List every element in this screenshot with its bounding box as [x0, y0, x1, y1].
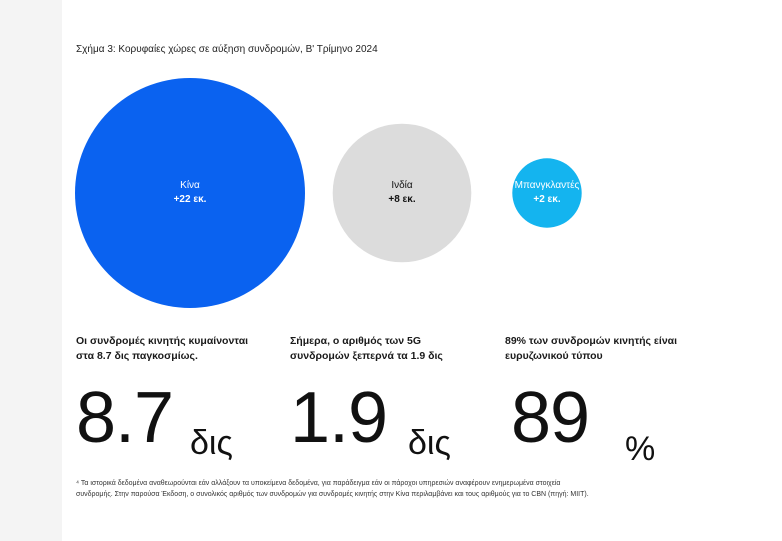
- bubble-2: [512, 158, 582, 228]
- footnote: ⁴ Τα ιστορικά δεδομένα αναθεωρούνται εάν…: [76, 480, 589, 498]
- bubble-value-2: +2 εκ.: [533, 194, 561, 205]
- bubble-label-0: Κίνα +22 εκ.: [174, 179, 207, 207]
- bubble-country-2: Μπανγκλαντές: [514, 180, 580, 191]
- stat-5g-value: 1.9: [290, 378, 388, 458]
- bubble-label-2: Μπανγκλαντές +2 εκ.: [515, 179, 580, 207]
- stat-5g-desc: Σήμερα, ο αριθμός των 5G συνδρομών ξεπερ…: [290, 335, 443, 362]
- stat-broadband: 89% των συνδρομών κινητής είναι ευρυζωνι…: [505, 334, 695, 466]
- bubble-1: [332, 123, 472, 263]
- stat-5g: Σήμερα, ο αριθμός των 5G συνδρομών ξεπερ…: [290, 334, 480, 460]
- stat-subscriptions-desc: Οι συνδρομές κινητής κυμαίνονται στα 8.7…: [76, 335, 249, 362]
- stat-subscriptions: Οι συνδρομές κινητής κυμαίνονται στα 8.7…: [76, 334, 266, 460]
- bubble-country-0: Κίνα: [180, 180, 200, 191]
- bubble-value-0: +22 εκ.: [173, 194, 207, 205]
- stat-subscriptions-value: 8.7: [76, 378, 174, 458]
- bubble-label-1: Ινδία +8 εκ.: [388, 179, 415, 207]
- bubble-country-1: Ινδία: [391, 180, 413, 191]
- stat-subscriptions-unit: δις: [190, 424, 233, 462]
- stat-broadband-desc: 89% των συνδρομών κινητής είναι ευρυζωνι…: [505, 335, 678, 362]
- bubble-value-1: +8 εκ.: [388, 194, 416, 205]
- bubble-0: [75, 78, 305, 308]
- stat-5g-unit: δις: [408, 424, 451, 462]
- stat-broadband-value: 89: [511, 378, 590, 458]
- stat-broadband-unit: %: [625, 430, 656, 468]
- left-margin: [0, 0, 62, 541]
- figure-title: Σχήμα 3: Κορυφαίες χώρες σε αύξηση συνδρ…: [76, 44, 378, 55]
